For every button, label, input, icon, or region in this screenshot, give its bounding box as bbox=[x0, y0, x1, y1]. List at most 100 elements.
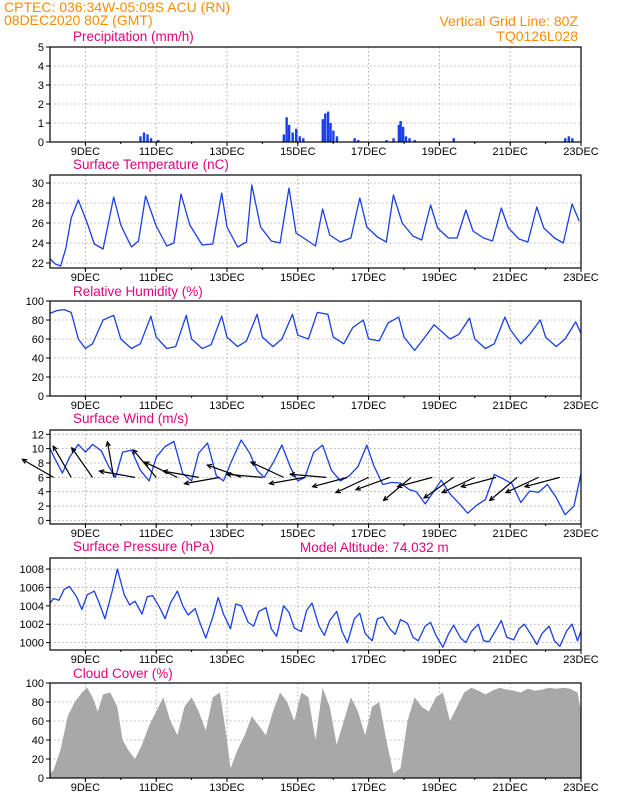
precip-frame bbox=[49, 46, 582, 143]
pres-xtick-label: 17DEC bbox=[351, 654, 387, 666]
wind-title: Surface Wind (m/s) bbox=[73, 411, 189, 426]
precip-ytick-label: 4 bbox=[38, 61, 44, 73]
pres-ytick-label: 1004 bbox=[20, 601, 44, 613]
wind-arrow bbox=[524, 476, 560, 488]
header-model-code: TQ0126L028 bbox=[496, 28, 578, 44]
cloud-xtick-label: 23DEC bbox=[563, 782, 599, 794]
temp-frame bbox=[49, 174, 582, 269]
wind-arrow-head bbox=[422, 493, 430, 499]
wind-xtick-label: 19DEC bbox=[422, 528, 458, 540]
wind-arrow bbox=[52, 445, 72, 478]
temp-ytick-label: 30 bbox=[32, 178, 44, 190]
wind-arrow bbox=[505, 476, 539, 494]
precip-panel: 0 1 2 3 4 5 9DEC 11DEC 13DEC 15DEC 17DEC 19DEC 21DEC… bbox=[38, 29, 599, 158]
wind-arrow-head bbox=[161, 469, 169, 475]
precip-bar bbox=[408, 138, 411, 142]
wind-arrow-head bbox=[288, 471, 296, 478]
wind-xtick-label: 9DEC bbox=[71, 528, 100, 540]
pres-xtick-label: 19DEC bbox=[422, 654, 458, 666]
wind-arrow-head bbox=[334, 488, 341, 494]
wind-xtick-label: 15DEC bbox=[280, 528, 316, 540]
pres-series-line bbox=[49, 568, 582, 648]
wind-ytick-label: 2 bbox=[38, 501, 44, 513]
wind-arrow-head bbox=[459, 482, 467, 489]
rh-xtick-label: 17DEC bbox=[351, 400, 387, 412]
precip-bar bbox=[452, 138, 455, 142]
precip-bar bbox=[329, 123, 332, 142]
temp-xtick-label: 17DEC bbox=[351, 272, 387, 284]
precip-bar bbox=[385, 140, 388, 142]
rh-xtick-label: 9DEC bbox=[71, 400, 100, 412]
precip-bar bbox=[285, 117, 288, 142]
precip-bar bbox=[282, 134, 286, 142]
cloud-ytick-label: 80 bbox=[32, 697, 44, 709]
wind-arrow-head bbox=[225, 471, 232, 478]
temp-xtick-label: 13DEC bbox=[209, 272, 245, 284]
temp-xtick-label: 15DEC bbox=[280, 272, 316, 284]
wind-arrow bbox=[226, 473, 263, 478]
precip-ytick-label: 5 bbox=[38, 42, 44, 54]
pres-xtick-label: 21DEC bbox=[492, 654, 528, 666]
precip-bar bbox=[356, 140, 360, 142]
temp-title: Surface Temperature (nC) bbox=[73, 157, 229, 172]
cloud-xtick-label: 15DEC bbox=[280, 782, 316, 794]
wind-xtick-label: 11DEC bbox=[139, 528, 174, 540]
pres-xtick-label: 9DEC bbox=[71, 654, 100, 666]
temp-series-line bbox=[49, 184, 580, 267]
pres-ytick-label: 1008 bbox=[20, 564, 44, 576]
precip-ytick-label: 0 bbox=[38, 137, 44, 149]
precip-xtick-label: 17DEC bbox=[351, 146, 387, 158]
wind-arrow bbox=[144, 461, 178, 478]
precip-bar bbox=[287, 124, 291, 142]
temp-xtick-label: 21DEC bbox=[492, 272, 528, 284]
wind-arrow bbox=[423, 476, 454, 499]
cloud-cover-area bbox=[50, 687, 581, 778]
precip-bar bbox=[392, 138, 395, 142]
wind-arrow-head bbox=[523, 482, 531, 489]
rh-ytick-label: 100 bbox=[26, 296, 44, 308]
wind-arrow-head bbox=[440, 488, 448, 494]
cloud-xtick-label: 11DEC bbox=[139, 782, 174, 794]
wind-arrow bbox=[184, 476, 221, 485]
rh-panel: 0 20 40 60 80 100 9DEC 11DEC 13DEC 15DEC 17DEC 19DE… bbox=[26, 284, 599, 412]
wind-arrow bbox=[22, 458, 54, 478]
precip-bar bbox=[291, 132, 294, 142]
wind-ytick-label: 4 bbox=[38, 487, 44, 499]
cloud-xtick-label: 9DEC bbox=[71, 782, 100, 794]
wind-arrow-head bbox=[396, 482, 403, 489]
wind-arrow bbox=[290, 473, 327, 478]
cloud-ytick-label: 60 bbox=[32, 716, 44, 728]
rh-frame bbox=[49, 300, 582, 397]
wind-arrow bbox=[71, 447, 93, 478]
wind-ytick-label: 12 bbox=[32, 429, 44, 441]
wind-arrow bbox=[397, 476, 433, 488]
cloud-xtick-label: 17DEC bbox=[351, 782, 387, 794]
rh-ytick-label: 40 bbox=[32, 353, 44, 365]
cloud-frame bbox=[49, 682, 582, 779]
precip-bar bbox=[397, 124, 401, 142]
wind-arrow-head bbox=[71, 446, 77, 453]
rh-ytick-label: 0 bbox=[38, 391, 44, 403]
precip-xtick-label: 11DEC bbox=[139, 146, 174, 158]
pres-xtick-label: 11DEC bbox=[139, 654, 174, 666]
temp-ytick-label: 22 bbox=[32, 258, 44, 270]
wind-arrow bbox=[383, 476, 412, 501]
cloud-ytick-label: 20 bbox=[32, 754, 44, 766]
precip-bar bbox=[295, 128, 298, 142]
precip-bar bbox=[324, 113, 327, 142]
wind-arrow bbox=[489, 476, 518, 501]
pres-xtick-label: 13DEC bbox=[209, 654, 245, 666]
precip-bar bbox=[413, 140, 417, 142]
wind-arrow-head bbox=[21, 458, 28, 464]
wind-arrow bbox=[99, 470, 136, 478]
rh-xtick-label: 23DEC bbox=[563, 400, 599, 412]
wind-arrow bbox=[163, 470, 199, 478]
wind-arrow-head bbox=[354, 485, 362, 491]
wind-ytick-label: 6 bbox=[38, 472, 44, 484]
wind-arrow bbox=[461, 476, 497, 488]
temp-ytick-label: 26 bbox=[32, 218, 44, 230]
header-grid-note: Vertical Grid Line: 80Z bbox=[439, 13, 578, 29]
wind-panel: 0 2 4 6 8 10 12 9DEC 11DEC 13DEC 15DEC 17DEC 19DEC 21… bbox=[21, 411, 599, 540]
rh-xtick-label: 15DEC bbox=[280, 400, 316, 412]
